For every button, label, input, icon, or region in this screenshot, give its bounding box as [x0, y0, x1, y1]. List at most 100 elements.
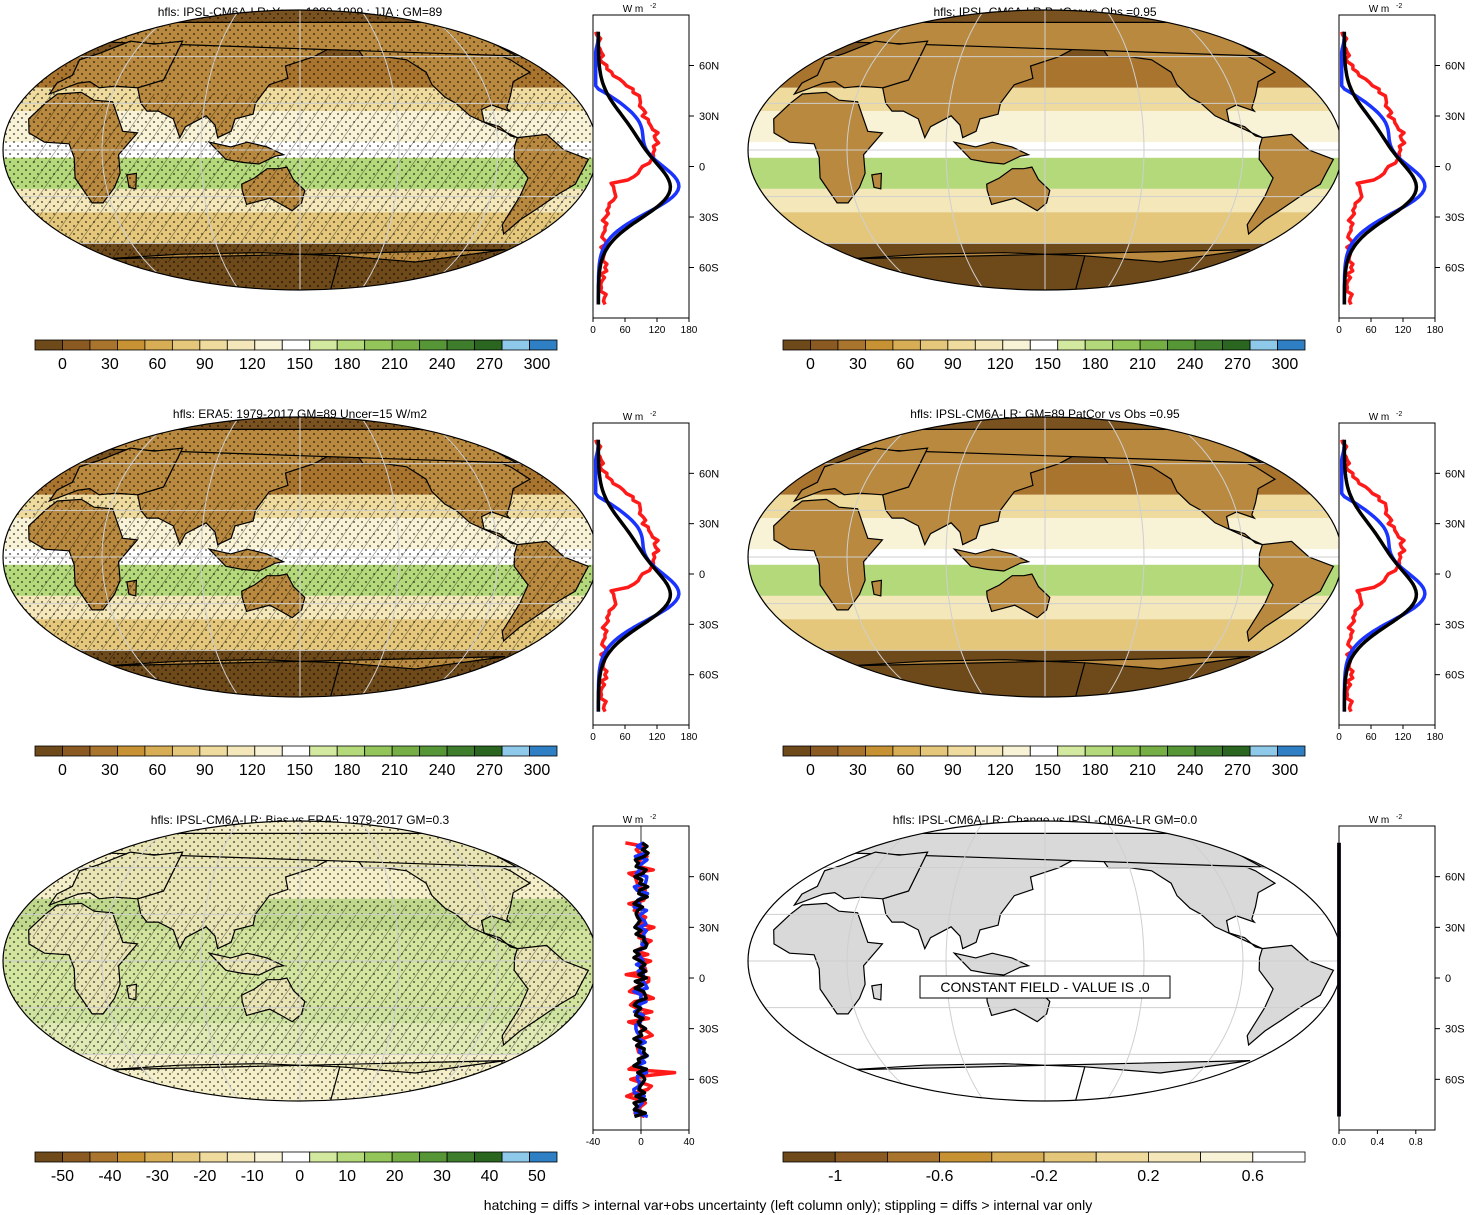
- meridian: [1105, 417, 1145, 697]
- meridian: [200, 821, 240, 1101]
- colorbar-label: 240: [1177, 762, 1204, 779]
- zonal-x-label: 0: [590, 325, 596, 336]
- colorbar-label: 240: [429, 762, 456, 779]
- colorbar-swatch: [171, 745, 201, 757]
- zonal-x-label: 60: [619, 732, 631, 743]
- zonal-x-label: 180: [681, 325, 698, 336]
- lat-label: 0: [699, 973, 705, 985]
- zonal-x-label: 0.0: [1332, 1137, 1346, 1148]
- meridian: [945, 10, 985, 290]
- lat-label: 60N: [699, 61, 719, 73]
- lat-label: 30N: [1445, 922, 1465, 934]
- colorbar-swatch: [939, 1151, 993, 1163]
- meridian: [101, 417, 179, 697]
- land-americaS: [1246, 133, 1335, 236]
- colorbar-swatch: [974, 339, 1004, 351]
- meridian: [945, 417, 985, 697]
- colorbar-swatch: [1194, 745, 1223, 757]
- colorbar-label: 0.2: [1137, 1168, 1159, 1185]
- colorbar: 0 30 60 90 120 150 180 210 240 270 300: [782, 339, 1306, 373]
- zonal-x-label: 180: [681, 732, 698, 743]
- lat-label: 60S: [699, 670, 719, 682]
- colorbar-swatch: [446, 1151, 475, 1163]
- colorbar-swatch: [144, 339, 173, 351]
- colorbar-swatch: [62, 1151, 91, 1163]
- colorbar-swatch: [1139, 339, 1169, 351]
- panel-title: hfls: IPSL-CM6A-LR: GM=89 PatCor vs Obs …: [910, 407, 1180, 421]
- zonal-mean-panel: W m -2 60N 30N 0 30S 60S 0 60 120 180: [1336, 411, 1465, 743]
- colorbar-label: 150: [286, 762, 313, 779]
- panel-p6: hfls: IPSL-CM6A-LR: Change vs IPSL-CM6A-…: [747, 813, 1465, 1185]
- meridian: [846, 821, 924, 1101]
- zonal-unit: W m: [623, 4, 644, 15]
- zonal-unit-exponent: -2: [1396, 3, 1402, 10]
- colorbar-swatch: [1095, 1151, 1149, 1163]
- colorbar-swatch: [281, 339, 311, 351]
- colorbar-swatch: [226, 1151, 256, 1163]
- colorbar-label: 0: [58, 762, 67, 779]
- zonal-unit-exponent: -2: [650, 814, 656, 821]
- colorbar-swatch: [501, 339, 530, 351]
- colorbar-swatch: [991, 1151, 1045, 1163]
- colorbar-label: 300: [1272, 356, 1299, 373]
- footer-note: hatching = diffs > internal var+obs unce…: [484, 1197, 1092, 1213]
- zonal-unit-exponent: -2: [1396, 814, 1402, 821]
- zonal-x-label: 0: [638, 1137, 644, 1148]
- graticule: [748, 417, 1342, 697]
- colorbar-swatch: [171, 339, 201, 351]
- zonal-x-label: 40: [683, 1137, 695, 1148]
- land-africaW: [773, 498, 884, 611]
- lat-label: 30S: [1445, 1024, 1465, 1036]
- colorbar-swatch: [474, 339, 503, 351]
- graticule: [3, 821, 597, 1101]
- land-antarctica: [849, 249, 1251, 290]
- colorbar-label: 120: [987, 762, 1014, 779]
- land-americaN: [1100, 848, 1277, 950]
- colorbar-swatch: [309, 1151, 338, 1163]
- colorbar-swatch: [1002, 339, 1031, 351]
- land-europe: [792, 40, 929, 96]
- zonal-unit: W m: [1369, 815, 1390, 826]
- colorbar-swatch: [1057, 339, 1086, 351]
- panel-title: hfls: IPSL-CM6A-LR: Bias vs ERA5: 1979-2…: [151, 813, 450, 827]
- colorbar-swatch: [171, 1151, 201, 1163]
- zonal-mean-panel: W m -2 60N 30N 0 30S 60S 0.0 0.4 0.8: [1332, 814, 1465, 1148]
- colorbar-swatch: [529, 339, 558, 351]
- colorbar-label: 300: [1272, 762, 1299, 779]
- colorbar-label: -30: [146, 1168, 169, 1185]
- colorbar-swatch: [1252, 1151, 1306, 1163]
- zonal-series-mean: [1342, 31, 1419, 305]
- map-field: [3, 10, 597, 290]
- colorbar-swatch: [89, 745, 118, 757]
- meridian: [360, 417, 400, 697]
- land-africaW: [773, 902, 884, 1015]
- colorbar-label: 180: [1082, 762, 1109, 779]
- colorbar-swatch: [892, 745, 921, 757]
- colorbar-swatch: [117, 339, 146, 351]
- meridian: [846, 10, 924, 290]
- meridian: [1166, 417, 1244, 697]
- zonal-series-mean: [632, 841, 650, 1119]
- colorbar-label: 300: [524, 356, 551, 373]
- colorbar-label: 180: [1082, 356, 1109, 373]
- colorbar-swatch: [117, 1151, 146, 1163]
- colorbar-swatch: [309, 339, 338, 351]
- land-indonesia: [952, 548, 1031, 572]
- zonal-series-obs: [1339, 31, 1427, 305]
- zonal-series-obs: [593, 439, 681, 712]
- lat-label: 30S: [1445, 619, 1465, 631]
- colorbar-label: 0: [295, 1168, 304, 1185]
- colorbar-label: 40: [481, 1168, 499, 1185]
- zonal-series-mean: [1342, 439, 1419, 712]
- colorbar-swatch: [1084, 745, 1114, 757]
- colorbar-swatch: [474, 745, 503, 757]
- colorbar-label: 0: [58, 356, 67, 373]
- panel-p5: hfls: IPSL-CM6A-LR: Bias vs ERA5: 1979-2…: [2, 813, 719, 1185]
- zonal-x-label: 60: [619, 325, 631, 336]
- lat-label: 60S: [1445, 670, 1465, 682]
- lat-label: 0: [699, 162, 705, 174]
- lat-label: 60S: [699, 263, 719, 275]
- colorbar-swatch: [810, 745, 839, 757]
- map-field: [748, 10, 1342, 290]
